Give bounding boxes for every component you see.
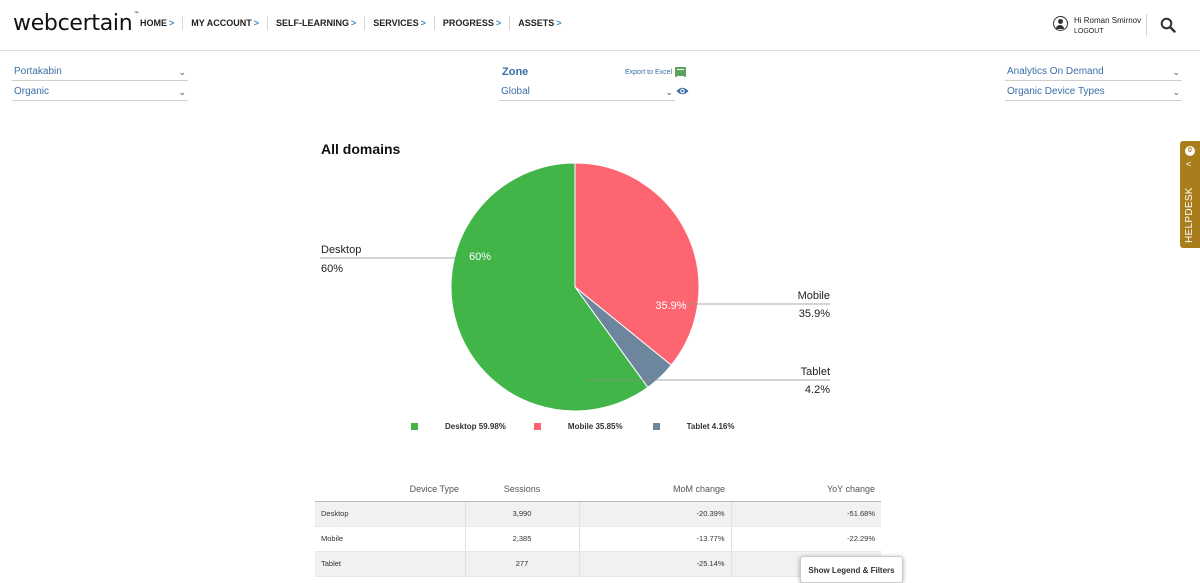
table-row: Tablet 277 -25.14% (315, 551, 881, 577)
search-icon[interactable] (1160, 17, 1176, 33)
trademark-mark: ™ (133, 11, 140, 18)
pie-slice-desktop[interactable] (450, 162, 649, 412)
nav-item-progress[interactable]: PROGRESS > (433, 16, 509, 30)
nav-label: MY ACCOUNT (191, 18, 252, 28)
column-header[interactable]: YoY change (731, 477, 881, 502)
excel-icon (675, 67, 687, 77)
slice-name-label: Desktop (321, 244, 361, 256)
nav-label: PROGRESS (442, 18, 494, 28)
export-to-excel-link[interactable]: Export to Excel (625, 67, 687, 77)
channel-select-value: Organic (14, 86, 50, 97)
device-table: Device Type Sessions MoM change YoY chan… (315, 477, 881, 577)
column-header[interactable]: Device Type (315, 477, 465, 502)
user-greeting: Hi Roman Smirnov (1074, 16, 1142, 25)
nav-item-assets[interactable]: ASSETS > (509, 16, 569, 30)
chart-legend: Desktop 59.98% Mobile 35.85% Tablet 4.16% (411, 422, 734, 431)
report-select-value: Organic Device Types (1007, 86, 1105, 97)
legend-label: Mobile 35.85% (567, 422, 623, 431)
nav-label: ASSETS (518, 18, 555, 28)
show-legend-filters-button[interactable]: Show Legend & Filters (800, 556, 903, 583)
table-cell: 277 (465, 551, 580, 577)
channel-select[interactable]: Organic ⌄ (12, 84, 188, 101)
chevron-down-icon: ⌄ (1172, 67, 1180, 77)
table-cell: Mobile (315, 526, 466, 552)
logout-link[interactable]: LOGOUT (1074, 28, 1104, 35)
table-cell: Tablet (315, 551, 466, 577)
nav-label: SELF-LEARNING (276, 18, 350, 28)
top-navigation-bar: webcertain™ HOME > MY ACCOUNT > SELF-LEARN… (0, 0, 1200, 51)
table-header-row: Device Type Sessions MoM change YoY chan… (315, 477, 881, 502)
table-row: Mobile 2,385 -13.77% -22.29% (315, 526, 881, 552)
legend-item-mobile[interactable]: Mobile 35.85% (533, 422, 623, 431)
pie-slice-mobile[interactable] (574, 162, 700, 366)
export-label: Export to Excel (625, 68, 673, 76)
slice-inner-label: 35.9% (655, 300, 686, 312)
report-select[interactable]: Organic Device Types ⌄ (1005, 84, 1182, 101)
slice-value-label: 35.9% (799, 308, 830, 320)
helpdesk-tab[interactable]: 0 < HELPDESK (1180, 141, 1200, 248)
table-cell: -25.14% (579, 551, 732, 577)
table-row: Desktop 3,990 -20.39% -51.68% (315, 501, 881, 527)
legend-item-tablet[interactable]: Tablet 4.16% (652, 422, 735, 431)
nav-label: SERVICES (373, 18, 419, 28)
nav-item-services[interactable]: SERVICES > (364, 16, 434, 30)
legend-swatch (533, 423, 541, 430)
chevron-right-icon: > (351, 18, 357, 28)
legend-item-desktop[interactable]: Desktop 59.98% (411, 422, 506, 431)
legend-label: Tablet 4.16% (686, 422, 735, 431)
slice-value-label: 60% (321, 263, 343, 275)
brand-logo[interactable]: webcertain™ (13, 11, 139, 36)
column-header[interactable]: Sessions (465, 477, 579, 502)
slice-inner-label: 60% (469, 251, 491, 263)
client-select-value: Portakabin (14, 66, 62, 77)
slice-name-label: Mobile (798, 290, 830, 302)
table-cell: -51.68% (731, 501, 881, 527)
chevron-right-icon: > (420, 18, 426, 28)
main-nav: HOME > MY ACCOUNT > SELF-LEARNING > SERVICE… (132, 16, 569, 30)
table-cell: 2,385 (465, 526, 580, 552)
user-menu[interactable]: Hi Roman Smirnov LOGOUT (1053, 15, 1141, 37)
table-cell: -22.29% (731, 526, 881, 552)
table-cell: -13.77% (579, 526, 732, 552)
nav-label: HOME (140, 18, 167, 28)
chevron-right-icon: > (169, 18, 175, 28)
zone-select[interactable]: Global ⌄ (499, 84, 675, 101)
nav-item-home[interactable]: HOME > (132, 16, 182, 30)
brand-name: webcertain (13, 11, 133, 36)
zone-label: Zone (502, 66, 529, 78)
user-text: Hi Roman Smirnov LOGOUT (1074, 15, 1141, 37)
zone-select-value: Global (501, 86, 530, 97)
user-circle-icon (1053, 16, 1068, 31)
eye-icon[interactable] (676, 86, 689, 96)
column-header[interactable]: MoM change (579, 477, 731, 502)
chevron-down-icon: ⌄ (178, 67, 186, 77)
chevron-down-icon: ⌄ (178, 87, 186, 97)
slice-value-label: 4.2% (805, 384, 830, 396)
slice-name-label: Tablet (801, 366, 830, 378)
chart-title: All domains (321, 141, 401, 157)
chevron-right-icon: > (495, 18, 502, 28)
client-select[interactable]: Portakabin ⌄ (12, 64, 188, 81)
chevron-right-icon: > (556, 18, 562, 28)
legend-swatch (652, 423, 660, 430)
legend-swatch (411, 423, 418, 430)
table-cell: -20.39% (579, 501, 732, 527)
chevron-left-icon: < (1186, 159, 1192, 169)
legend-label: Desktop 59.98% (445, 422, 506, 431)
divider (1146, 14, 1147, 36)
table-cell: Desktop (315, 501, 466, 527)
chevron-down-icon: ⌄ (665, 87, 673, 97)
chevron-right-icon: > (253, 18, 260, 28)
table-cell: 3,990 (465, 501, 580, 527)
chevron-down-icon: ⌄ (1172, 87, 1180, 97)
nav-item-self-learning[interactable]: SELF-LEARNING > (267, 16, 364, 30)
product-select-value: Analytics On Demand (1007, 66, 1104, 77)
helpdesk-badge: 0 (1185, 146, 1195, 156)
product-select[interactable]: Analytics On Demand ⌄ (1005, 64, 1182, 81)
nav-item-my-account[interactable]: MY ACCOUNT > (182, 16, 267, 30)
